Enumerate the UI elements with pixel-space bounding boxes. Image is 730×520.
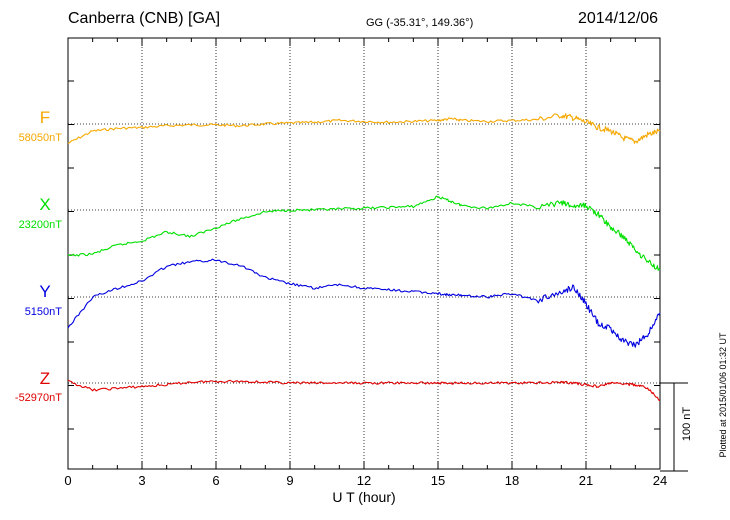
x-tick-label: 15 xyxy=(431,473,445,488)
x-tick-label: 3 xyxy=(138,473,145,488)
x-tick-label: 6 xyxy=(212,473,219,488)
component-label-z: Z xyxy=(39,369,51,388)
x-axis-title: U T (hour) xyxy=(332,489,395,505)
x-tick-label: 24 xyxy=(653,473,667,488)
component-label-y: Y xyxy=(39,282,51,301)
station-coordinates: GG (-35.31°, 149.36°) xyxy=(366,17,474,29)
x-tick-label: 12 xyxy=(357,473,371,488)
series-line-z xyxy=(67,379,661,402)
x-tick-label: 0 xyxy=(64,473,71,488)
baseline-label-f: 58050nT xyxy=(18,132,62,144)
x-tick-label: 18 xyxy=(505,473,519,488)
station-title: Canberra (CNB) [GA] xyxy=(68,10,221,27)
series-line-f xyxy=(67,113,661,144)
baseline-label-x: 23200nT xyxy=(18,219,62,231)
component-label-f: F xyxy=(39,108,51,127)
baseline-label-y: 5150nT xyxy=(24,306,62,318)
x-tick-label: 21 xyxy=(579,473,593,488)
component-label-x: X xyxy=(39,195,51,214)
chart-date: 2014/12/06 xyxy=(578,10,659,27)
scale-bar-label: 100 nT xyxy=(681,406,693,442)
baseline-label-z: -52970nT xyxy=(14,392,62,404)
series-line-y xyxy=(67,258,661,348)
plotted-timestamp: Plotted at 2015/01/06 01:32 UT xyxy=(718,332,728,458)
series-line-x xyxy=(67,195,661,271)
x-tick-label: 9 xyxy=(286,473,293,488)
